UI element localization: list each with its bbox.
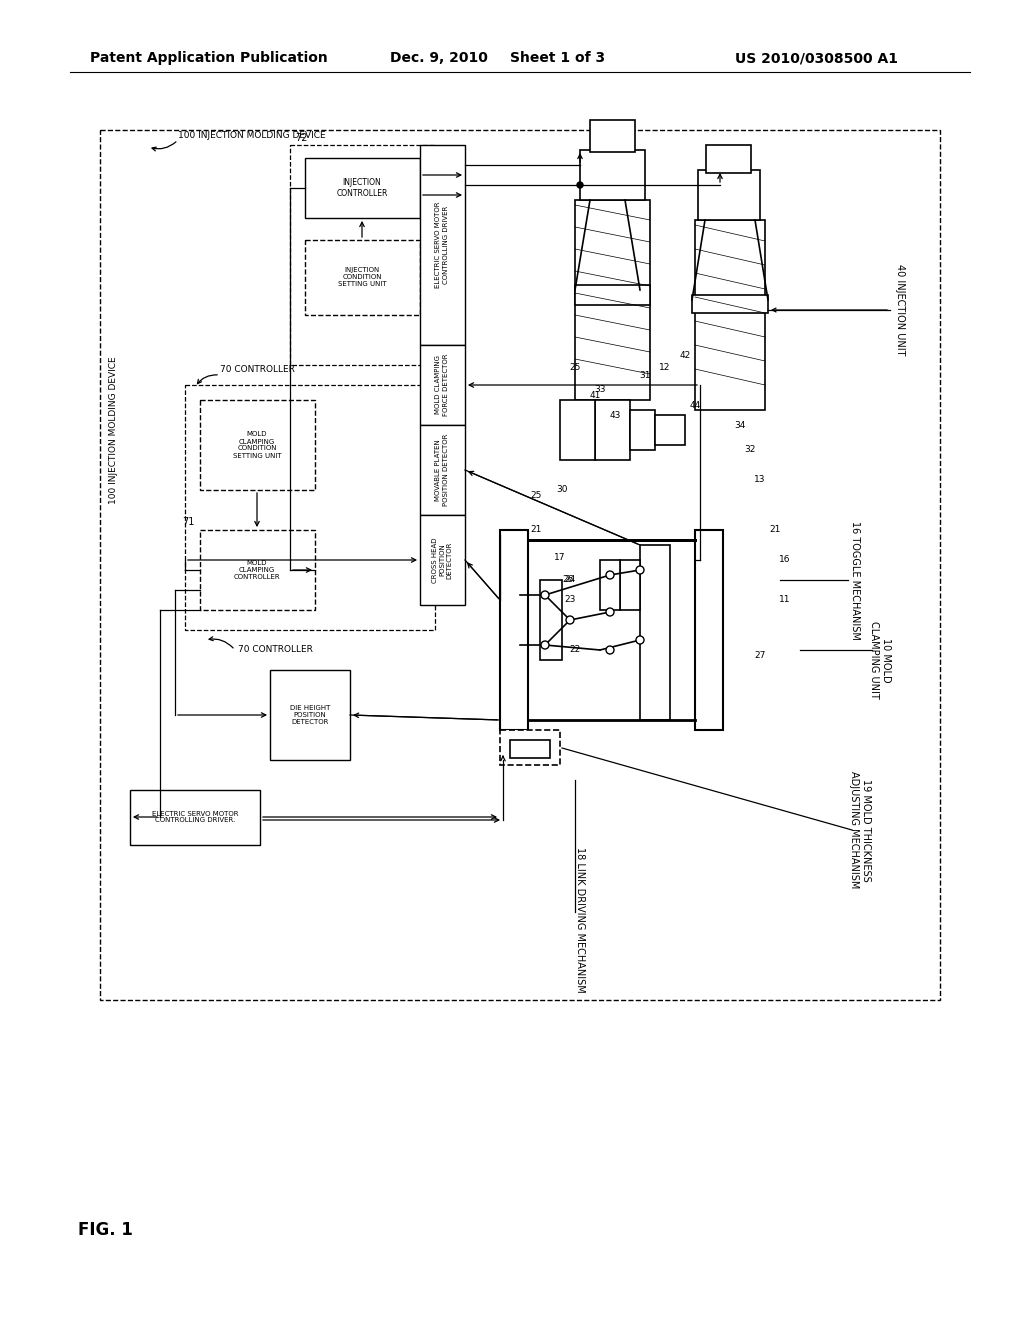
Text: US 2010/0308500 A1: US 2010/0308500 A1 [735, 51, 898, 65]
Circle shape [636, 636, 644, 644]
Bar [695, 220, 765, 411]
Bar [630, 411, 655, 450]
Text: Dec. 9, 2010: Dec. 9, 2010 [390, 51, 487, 65]
Bar [420, 515, 465, 605]
Text: 16 TOGGLE MECHANISM: 16 TOGGLE MECHANISM [850, 520, 860, 639]
Bar [500, 531, 528, 730]
Text: 32: 32 [744, 446, 756, 454]
Text: 72: 72 [295, 133, 307, 143]
Bar [540, 579, 562, 660]
Bar [185, 385, 435, 630]
Bar [655, 414, 685, 445]
Bar [500, 730, 560, 766]
Bar [130, 789, 260, 845]
Bar [290, 145, 435, 366]
Bar [692, 294, 768, 313]
Text: FIG. 1: FIG. 1 [78, 1221, 133, 1239]
Text: 26: 26 [562, 576, 573, 585]
Bar [595, 400, 630, 459]
Bar [575, 201, 650, 400]
Bar [305, 158, 420, 218]
Text: 100 INJECTION MOLDING DEVICE: 100 INJECTION MOLDING DEVICE [178, 131, 326, 140]
Bar [270, 671, 350, 760]
Text: MOLD
CLAMPING
CONDITION
SETTING UNIT: MOLD CLAMPING CONDITION SETTING UNIT [232, 432, 282, 458]
Bar [100, 129, 940, 1001]
Text: ELECTRIC SERVO MOTOR
CONTROLLING DRIVER: ELECTRIC SERVO MOTOR CONTROLLING DRIVER [435, 202, 449, 288]
Text: 11: 11 [779, 595, 791, 605]
Bar [698, 170, 760, 220]
Text: 71: 71 [182, 517, 195, 527]
Text: DIE HEIGHT
POSITION
DETECTOR: DIE HEIGHT POSITION DETECTOR [290, 705, 330, 725]
Text: 25: 25 [569, 363, 581, 372]
Text: 24: 24 [564, 576, 575, 585]
Bar [580, 150, 645, 201]
Text: 21: 21 [530, 525, 542, 535]
Bar [575, 285, 650, 305]
Text: 12: 12 [659, 363, 671, 372]
Text: 27: 27 [755, 651, 766, 660]
Text: 34: 34 [734, 421, 745, 429]
Bar [420, 145, 465, 345]
Text: 44: 44 [689, 400, 700, 409]
Text: 23: 23 [564, 595, 575, 605]
Text: 70 CONTROLLER: 70 CONTROLLER [238, 645, 313, 655]
Bar [620, 560, 640, 610]
Text: 22: 22 [569, 645, 581, 655]
Text: 70 CONTROLLER: 70 CONTROLLER [220, 366, 295, 375]
Text: 42: 42 [679, 351, 690, 359]
Bar [695, 531, 723, 730]
Text: CROSS HEAD
POSITION
DETECTOR: CROSS HEAD POSITION DETECTOR [432, 537, 452, 582]
Text: 18 LINK DRIVING MECHANISM: 18 LINK DRIVING MECHANISM [575, 847, 585, 993]
Text: 19 MOLD THICKNESS
ADJUSTING MECHANISM: 19 MOLD THICKNESS ADJUSTING MECHANISM [849, 771, 870, 888]
Bar [640, 545, 670, 719]
Text: MOLD CLAMPING
FORCE DETECTOR: MOLD CLAMPING FORCE DETECTOR [435, 354, 449, 416]
Bar [420, 425, 465, 515]
Bar [510, 741, 550, 758]
Text: 25: 25 [530, 491, 542, 499]
Text: Patent Application Publication: Patent Application Publication [90, 51, 328, 65]
Circle shape [606, 645, 614, 653]
Circle shape [541, 642, 549, 649]
Bar [200, 531, 315, 610]
Text: MOVABLE PLATEN
POSITION DETECTOR: MOVABLE PLATEN POSITION DETECTOR [435, 434, 449, 506]
Text: INJECTION
CONTROLLER: INJECTION CONTROLLER [336, 178, 388, 198]
Bar [305, 240, 420, 315]
Text: 30: 30 [556, 486, 567, 495]
Text: 100 INJECTION MOLDING DEVICE: 100 INJECTION MOLDING DEVICE [109, 356, 118, 504]
Text: 17: 17 [554, 553, 565, 561]
Text: 40 INJECTION UNIT: 40 INJECTION UNIT [895, 264, 905, 356]
Text: 43: 43 [609, 411, 621, 420]
Bar [600, 560, 620, 610]
Circle shape [606, 609, 614, 616]
Bar [200, 400, 315, 490]
Text: ELECTRIC SERVO MOTOR
CONTROLLING DRIVER.: ELECTRIC SERVO MOTOR CONTROLLING DRIVER. [152, 810, 239, 824]
Circle shape [566, 616, 574, 624]
Text: 16: 16 [779, 556, 791, 565]
Bar [420, 345, 465, 425]
Bar [706, 145, 751, 173]
Bar [590, 120, 635, 152]
Text: 10 MOLD
CLAMPING UNIT: 10 MOLD CLAMPING UNIT [869, 622, 891, 698]
Text: Sheet 1 of 3: Sheet 1 of 3 [510, 51, 605, 65]
Text: 41: 41 [590, 391, 601, 400]
Circle shape [577, 182, 583, 187]
Text: 33: 33 [594, 385, 606, 395]
Text: 31: 31 [639, 371, 650, 380]
Circle shape [541, 591, 549, 599]
Circle shape [636, 566, 644, 574]
Text: INJECTION
CONDITION
SETTING UNIT: INJECTION CONDITION SETTING UNIT [338, 267, 386, 286]
Text: 21: 21 [769, 525, 780, 535]
Text: 13: 13 [755, 475, 766, 484]
Bar [560, 400, 595, 459]
Circle shape [606, 572, 614, 579]
Text: MOLD
CLAMPING
CONTROLLER: MOLD CLAMPING CONTROLLER [233, 560, 281, 579]
